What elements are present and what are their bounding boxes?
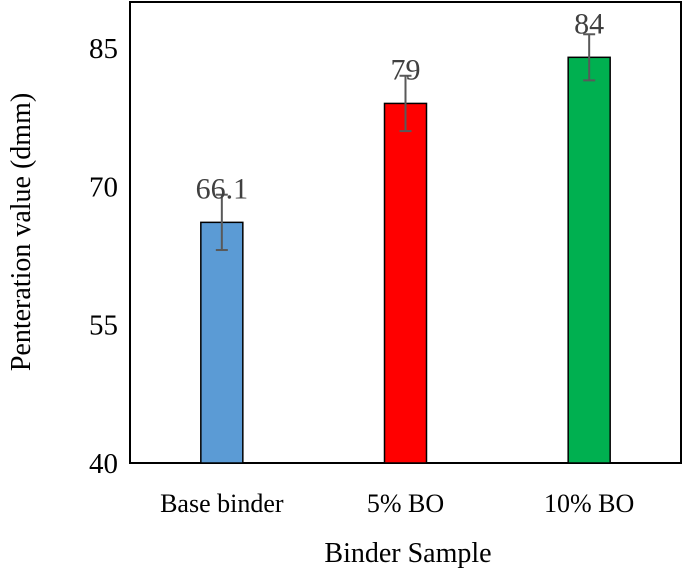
data-label-3: 84 <box>574 7 604 40</box>
x-category-label: 5% BO <box>367 489 444 518</box>
bar-1 <box>200 221 244 464</box>
error-bars <box>215 33 596 252</box>
y-axis-ticks: 40 55 70 85 <box>89 33 118 480</box>
error-bar-3 <box>583 33 596 82</box>
bar-3 <box>567 56 611 464</box>
data-label-1: 66.1 <box>196 172 249 205</box>
x-category-label: Base binder <box>160 489 284 518</box>
y-tick-label: 70 <box>89 171 118 203</box>
x-axis-categories: Base binder 5% BO 10% BO <box>160 489 634 518</box>
data-labels: 66.1 79 84 <box>196 7 605 205</box>
y-tick-label: 55 <box>89 310 118 342</box>
data-label-2: 79 <box>391 53 421 86</box>
y-axis-title: Penteration value (dmm) <box>6 93 37 371</box>
bar-2 <box>383 102 428 464</box>
y-tick-label: 40 <box>89 448 118 480</box>
x-axis-title: Binder Sample <box>324 538 491 569</box>
x-category-label: 10% BO <box>544 489 634 518</box>
error-bar-1 <box>215 193 228 252</box>
error-bar-2 <box>399 74 412 133</box>
y-tick-label: 85 <box>89 33 118 65</box>
